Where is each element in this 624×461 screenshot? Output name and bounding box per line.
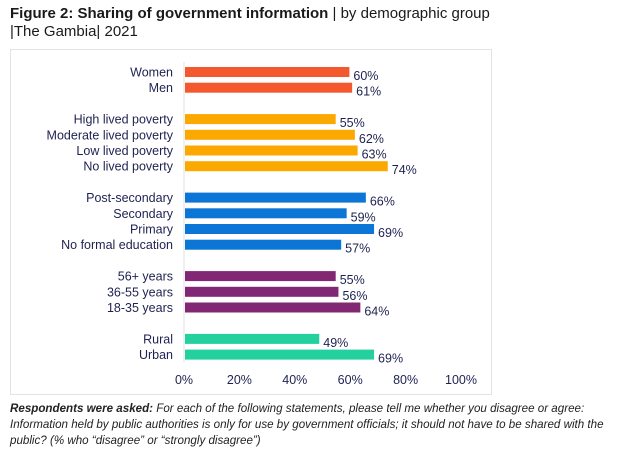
bar	[185, 145, 358, 156]
data-label: 61%	[356, 85, 381, 99]
data-label: 62%	[359, 132, 384, 146]
data-label: 60%	[353, 69, 378, 83]
category-label: Women	[130, 66, 173, 80]
title-subtitle: | by demographic group	[328, 5, 490, 22]
category-label: No formal education	[61, 238, 173, 252]
survey-question-note: Respondents were asked: For each of the …	[10, 401, 615, 449]
category-label: No lived poverty	[83, 160, 173, 174]
bar	[185, 239, 342, 250]
bar	[185, 224, 375, 234]
x-tick-label: 60%	[338, 373, 363, 387]
data-label: 66%	[370, 195, 395, 209]
chart-frame	[10, 49, 492, 395]
category-label: 56+ years	[118, 270, 173, 284]
note-text: For each of the following statements, pl…	[10, 402, 604, 447]
data-label: 56%	[342, 289, 367, 303]
data-label: 69%	[378, 352, 403, 366]
data-label: 55%	[340, 273, 365, 287]
bar	[185, 302, 361, 313]
figure-title: Figure 2: Sharing of government informat…	[10, 5, 610, 41]
category-label: High lived poverty	[74, 113, 174, 127]
bar	[185, 349, 375, 360]
data-label: 59%	[351, 210, 376, 224]
bar	[185, 286, 339, 297]
bar	[185, 333, 320, 344]
x-tick-label: 0%	[175, 373, 193, 387]
category-label: Low lived poverty	[76, 144, 173, 158]
bar	[185, 114, 336, 125]
bar	[185, 129, 355, 140]
category-label: 18-35 years	[107, 301, 173, 315]
x-tick-label: 40%	[282, 373, 307, 387]
category-label: Rural	[143, 332, 173, 346]
category-label: Primary	[130, 223, 174, 237]
data-label: 57%	[345, 242, 370, 256]
title-country-year: |The Gambia| 2021	[10, 23, 138, 40]
data-label: 74%	[392, 163, 417, 177]
data-label: 64%	[364, 305, 389, 319]
data-label: 55%	[340, 116, 365, 130]
bar	[185, 67, 350, 77]
category-label: Secondary	[113, 207, 174, 221]
data-label: 49%	[323, 336, 348, 350]
category-label: Urban	[139, 348, 173, 362]
bar	[185, 192, 366, 203]
x-tick-label: 100%	[445, 373, 477, 387]
bar	[185, 82, 353, 93]
bar	[185, 271, 336, 282]
category-label: 36-55 years	[107, 285, 173, 299]
category-label: Men	[149, 81, 173, 95]
data-label: 69%	[378, 226, 403, 240]
x-tick-label: 20%	[227, 373, 252, 387]
x-tick-label: 80%	[393, 373, 418, 387]
bar	[185, 208, 347, 219]
category-label: Post-secondary	[86, 191, 174, 205]
bar-chart: Women 60% Men 61% High lived poverty 55% Moder…	[47, 62, 477, 387]
title-bold: Figure 2: Sharing of government informat…	[10, 5, 329, 22]
note-label: Respondents were asked:	[10, 402, 154, 415]
bar	[185, 161, 388, 172]
category-label: Moderate lived poverty	[47, 128, 174, 142]
data-label: 63%	[362, 148, 387, 162]
